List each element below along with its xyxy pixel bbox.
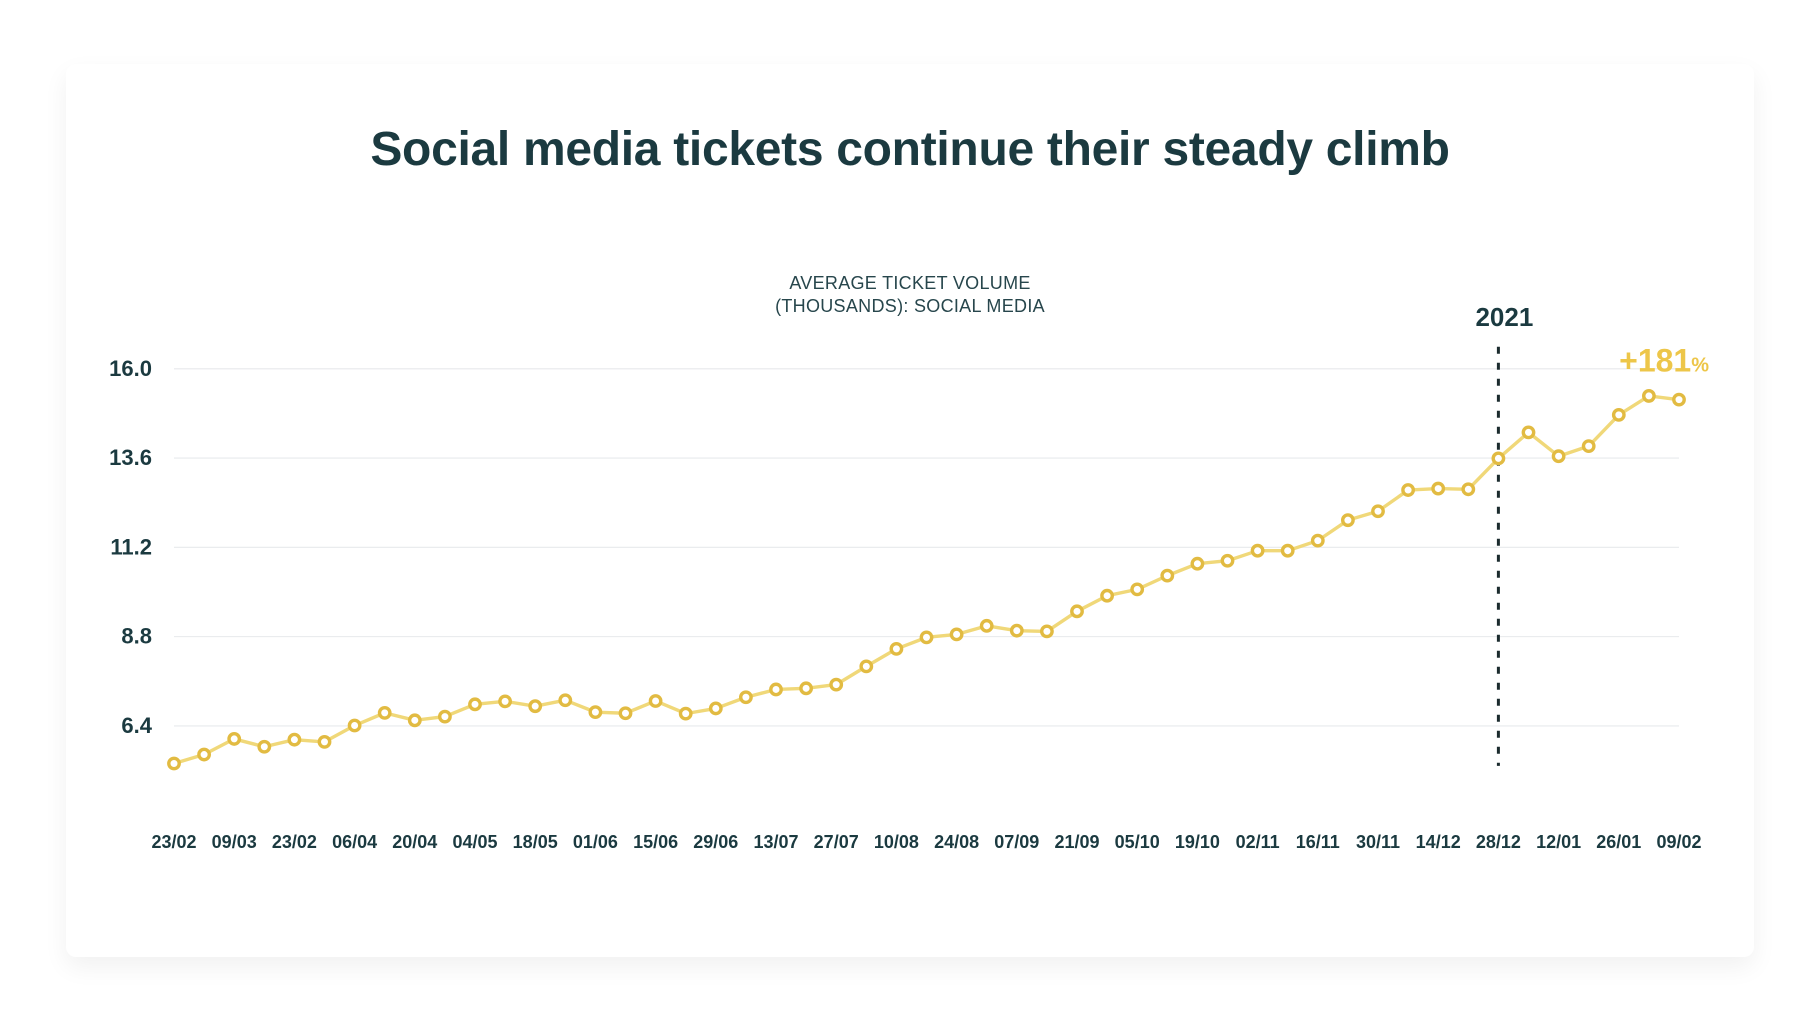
svg-text:23/02: 23/02 — [272, 832, 317, 852]
svg-text:6.4: 6.4 — [121, 713, 152, 738]
svg-text:14/12: 14/12 — [1416, 832, 1461, 852]
svg-text:24/08: 24/08 — [934, 832, 979, 852]
svg-text:05/10: 05/10 — [1115, 832, 1160, 852]
svg-text:02/11: 02/11 — [1236, 832, 1280, 852]
svg-text:29/06: 29/06 — [693, 832, 738, 852]
svg-text:23/02: 23/02 — [151, 832, 196, 852]
svg-text:06/04: 06/04 — [332, 832, 377, 852]
svg-text:30/11: 30/11 — [1356, 832, 1400, 852]
svg-text:13.6: 13.6 — [109, 445, 152, 470]
svg-text:10/08: 10/08 — [874, 832, 919, 852]
svg-text:07/09: 07/09 — [994, 832, 1039, 852]
svg-text:09/03: 09/03 — [212, 832, 257, 852]
svg-text:21/09: 21/09 — [1054, 832, 1099, 852]
svg-text:20/04: 20/04 — [392, 832, 437, 852]
svg-text:16.0: 16.0 — [109, 356, 152, 381]
svg-text:13/07: 13/07 — [753, 832, 798, 852]
svg-text:09/02: 09/02 — [1656, 832, 1701, 852]
svg-text:2021: 2021 — [1475, 302, 1533, 332]
svg-text:+181%: +181% — [1619, 343, 1709, 379]
svg-text:26/01: 26/01 — [1596, 832, 1641, 852]
svg-text:04/05: 04/05 — [452, 832, 497, 852]
svg-text:8.8: 8.8 — [121, 624, 152, 649]
svg-text:28/12: 28/12 — [1476, 832, 1521, 852]
svg-text:19/10: 19/10 — [1175, 832, 1220, 852]
svg-text:27/07: 27/07 — [814, 832, 859, 852]
svg-text:12/01: 12/01 — [1536, 832, 1581, 852]
svg-text:15/06: 15/06 — [633, 832, 678, 852]
svg-text:16/11: 16/11 — [1296, 832, 1340, 852]
svg-text:01/06: 01/06 — [573, 832, 618, 852]
svg-text:11.2: 11.2 — [110, 534, 152, 559]
svg-text:18/05: 18/05 — [513, 832, 558, 852]
